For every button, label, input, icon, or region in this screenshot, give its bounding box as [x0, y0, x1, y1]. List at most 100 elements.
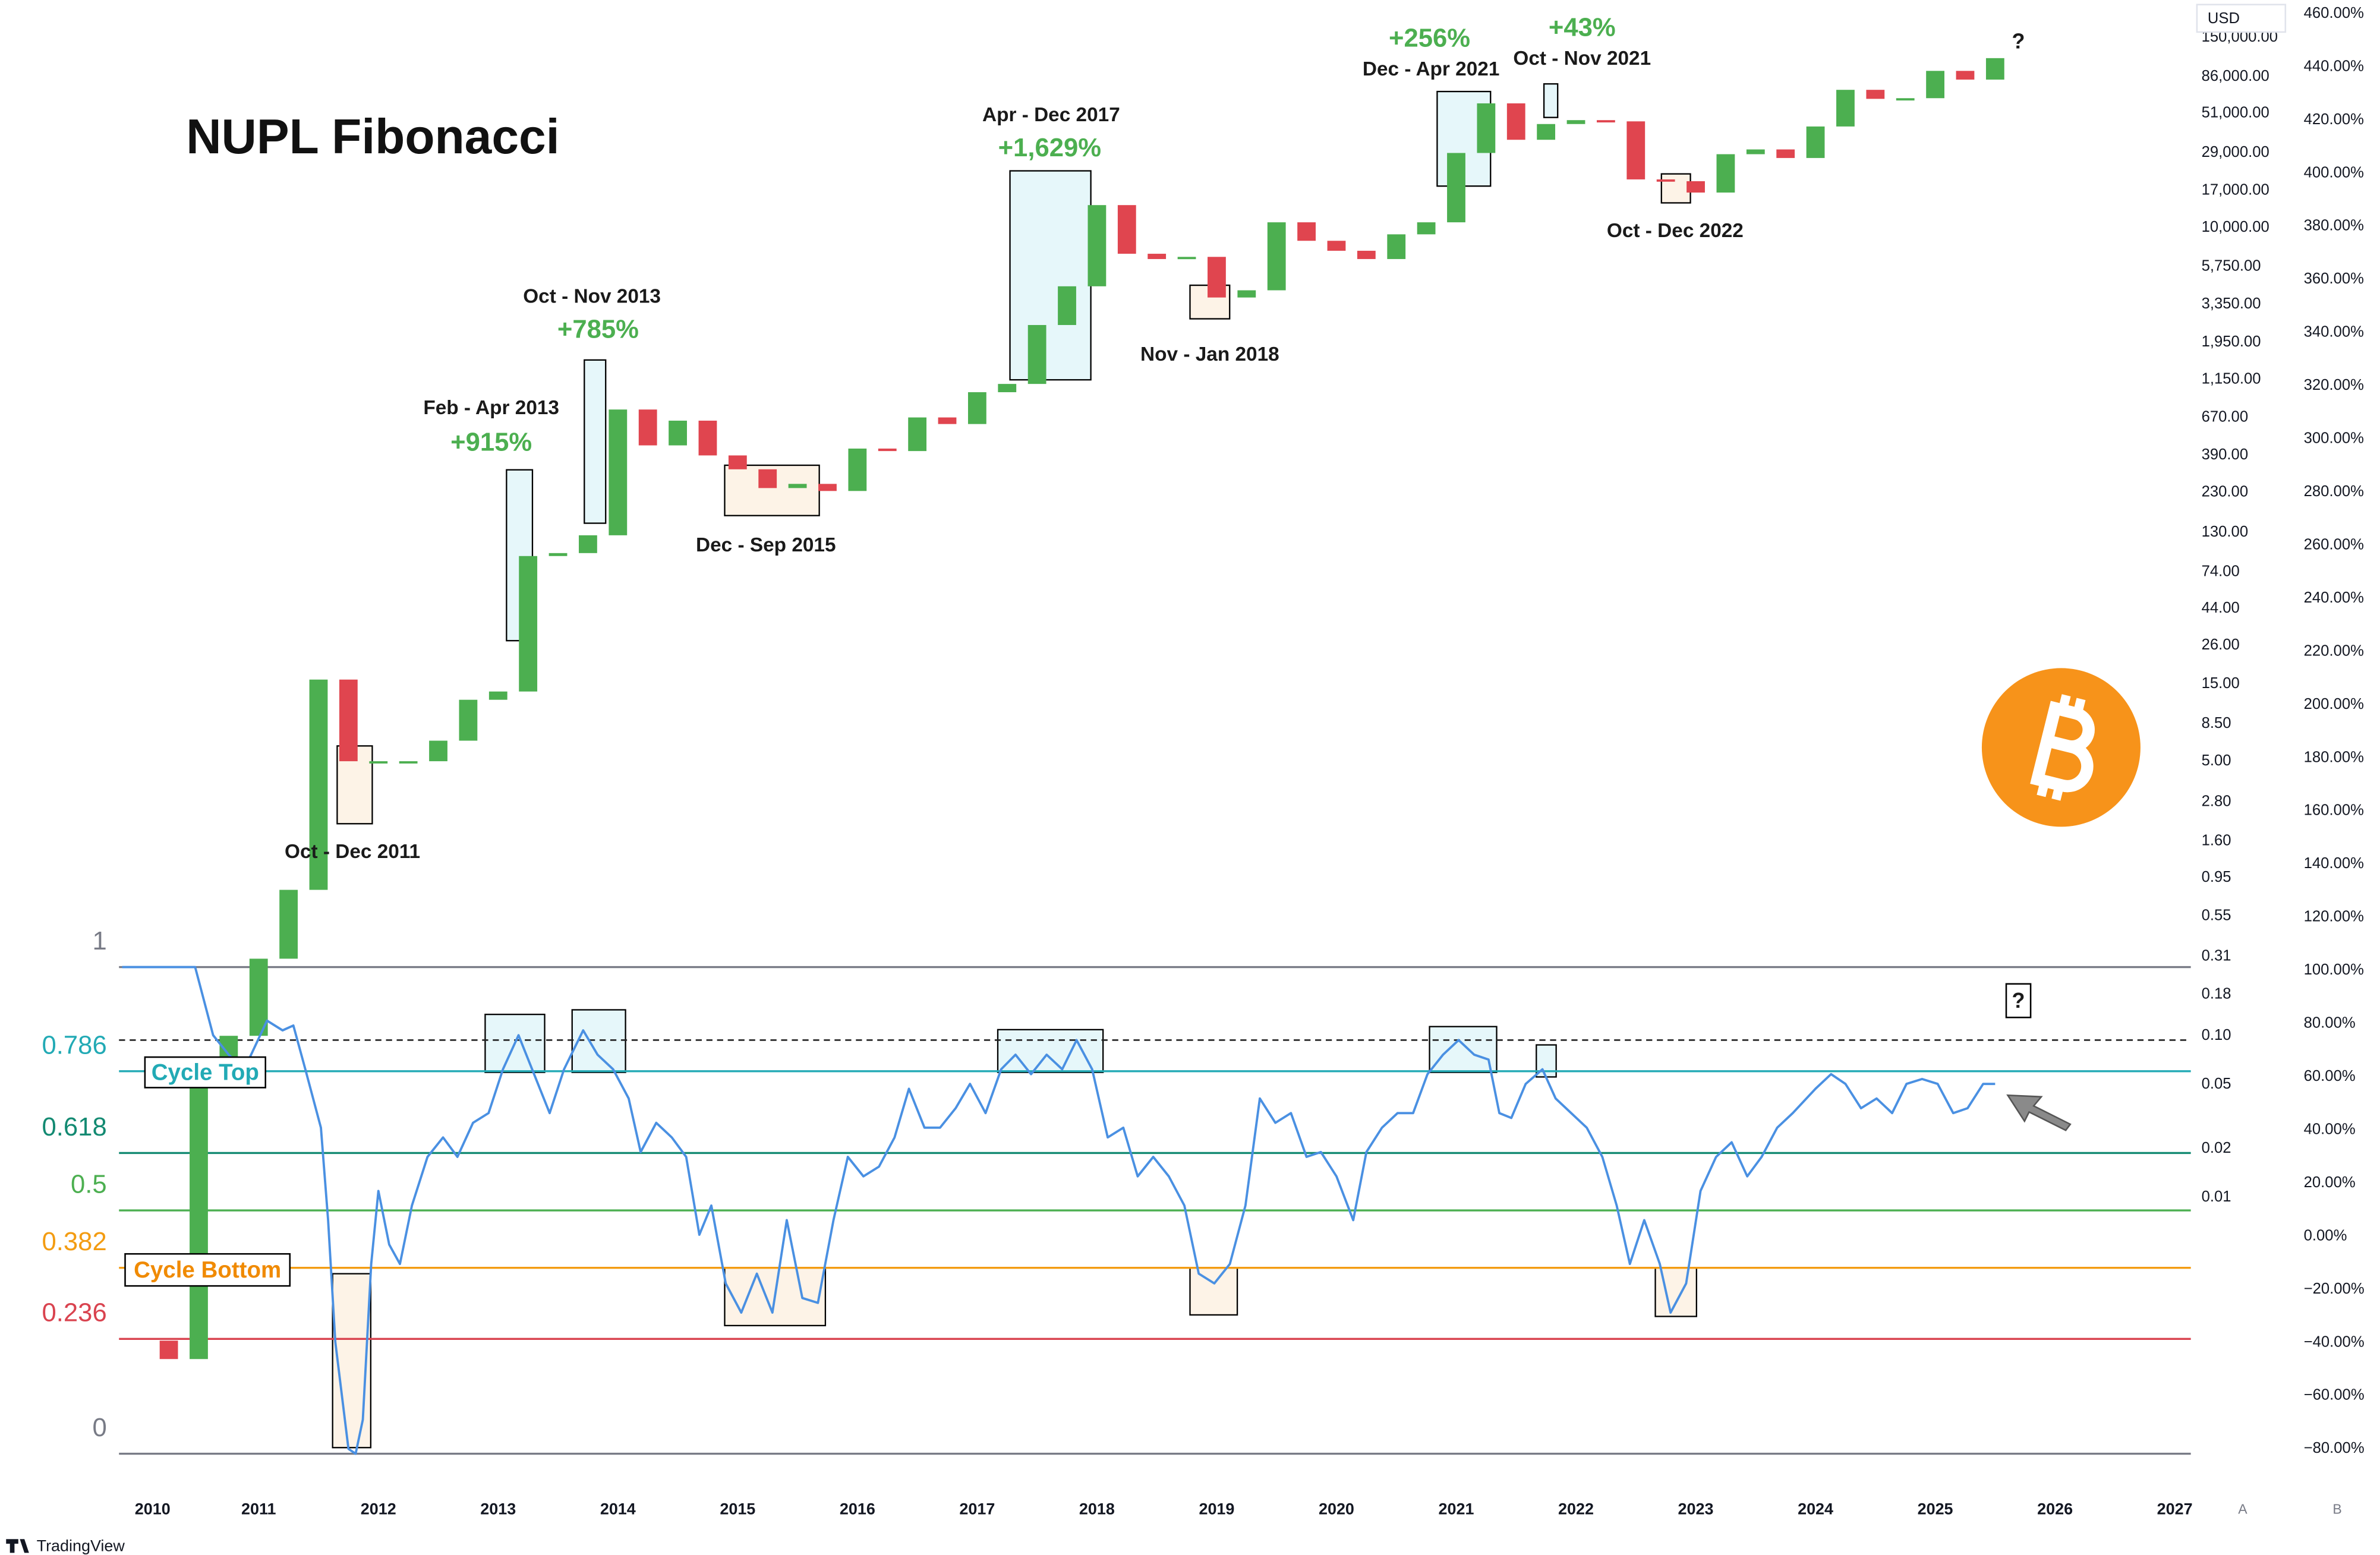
annotation: +43% [1549, 12, 1616, 42]
candle [669, 420, 687, 446]
highlight-box [1543, 83, 1559, 118]
y2-tick-label: 180.00% [2304, 749, 2364, 765]
y-tick-label: 15.00 [2202, 675, 2240, 692]
y2-tick-label: 200.00% [2304, 696, 2364, 712]
annotation: +785% [557, 315, 639, 344]
x-tick-label: 2024 [1798, 1500, 1833, 1518]
nupl-line [122, 966, 1996, 1455]
logo-b [2030, 701, 2095, 793]
candle [1506, 103, 1525, 140]
bitcoin-logo [1981, 668, 2141, 827]
candle [579, 535, 597, 553]
candle [339, 679, 358, 762]
candle [998, 384, 1017, 393]
zone-label: Cycle Bottom [134, 1257, 281, 1283]
logo-glyph [2030, 694, 2095, 801]
y-tick-label: 1.60 [2202, 832, 2231, 849]
candle [1896, 98, 1915, 101]
candle [1566, 120, 1585, 124]
candle [1687, 181, 1705, 193]
highlight-boxes [332, 83, 1698, 1449]
y-tick-label: 8.50 [2202, 715, 2231, 731]
x-tick-label: 2017 [959, 1500, 995, 1518]
candle [1387, 234, 1406, 259]
nupl-line [122, 966, 1996, 1455]
y2-tick-label: 300.00% [2304, 430, 2364, 447]
level-label: 0.5 [71, 1170, 107, 1199]
candle [1148, 254, 1167, 259]
y-tick-label: 3,350.00 [2202, 295, 2261, 312]
candle [1776, 149, 1795, 158]
candle [1626, 121, 1645, 179]
candle [1716, 154, 1735, 193]
y-tick-label: 0.55 [2202, 907, 2231, 924]
annotation: +256% [1389, 23, 1470, 52]
y2-tick-label: −40.00% [2304, 1333, 2365, 1350]
highlight-box [724, 464, 820, 516]
x-tick-label: 2020 [1319, 1500, 1354, 1518]
axis-button[interactable]: B [2332, 1502, 2341, 1517]
y2-tick-label: 0.00% [2304, 1227, 2347, 1244]
annotation: ? [2012, 988, 2025, 1013]
annotation: Nov - Jan 2018 [1140, 343, 1279, 365]
candle [908, 417, 927, 452]
annotation: Dec - Apr 2021 [1363, 58, 1500, 80]
candle [1477, 103, 1496, 153]
x-tick-label: 2018 [1079, 1500, 1115, 1518]
y-tick-label: 1,950.00 [2202, 333, 2261, 350]
fib-levels [119, 966, 2191, 1455]
level-label: 0.382 [42, 1227, 107, 1256]
x-tick-label: 2021 [1439, 1500, 1474, 1518]
candle [1956, 71, 1975, 80]
candle [1208, 257, 1226, 298]
y-tick-label: 130.00 [2202, 523, 2248, 540]
question-box [2005, 983, 2032, 1018]
chart-title: NUPL Fibonacci [186, 110, 559, 164]
y2-tick-label: 280.00% [2304, 483, 2364, 500]
candle [1058, 286, 1076, 325]
y-tick-label: 44.00 [2202, 600, 2240, 616]
y-tick-label: 0.02 [2202, 1140, 2231, 1156]
currency-box [2196, 4, 2287, 33]
candle [369, 761, 388, 764]
y2-tick-label: 380.00% [2304, 217, 2364, 234]
candle [190, 1084, 208, 1360]
x-tick-label: 2026 [2037, 1500, 2073, 1518]
y2-tick-label: −80.00% [2304, 1440, 2365, 1456]
candle [1357, 251, 1376, 259]
candle [788, 484, 807, 488]
candle [758, 469, 777, 488]
candle [459, 699, 478, 741]
highlight-box [1660, 173, 1691, 204]
level-label: 0.236 [42, 1298, 107, 1327]
level-label: 0.786 [42, 1030, 107, 1059]
logo-bars [2037, 694, 2086, 801]
zone-label-box [144, 1056, 266, 1089]
y2-tick-label: 100.00% [2304, 961, 2364, 978]
candle [1327, 241, 1346, 251]
level-label: 0.618 [42, 1112, 107, 1141]
y-tick-label: 86,000.00 [2202, 68, 2269, 84]
candle [1087, 205, 1107, 286]
candle [1926, 71, 1945, 99]
candle [1985, 58, 2004, 80]
y-tick-label: 0.05 [2202, 1075, 2231, 1092]
x-tick-label: 2025 [1918, 1500, 1953, 1518]
candle [1866, 90, 1885, 99]
y2-tick-label: 140.00% [2304, 855, 2364, 872]
y-tick-label: 670.00 [2202, 408, 2248, 425]
y2-tick-label: −20.00% [2304, 1280, 2365, 1297]
annotation: Apr - Dec 2017 [982, 104, 1120, 126]
annotation: Feb - Apr 2013 [423, 397, 559, 419]
axis-button[interactable]: A [2238, 1502, 2247, 1517]
candle [698, 420, 717, 456]
y2-tick-label: 60.00% [2304, 1068, 2356, 1084]
y2-tick-label: 220.00% [2304, 642, 2364, 659]
y-tick-label: 51,000.00 [2202, 105, 2269, 121]
y-tick-label: 0.31 [2202, 947, 2231, 964]
highlight-box [584, 359, 607, 524]
annotation: +1,629% [998, 133, 1101, 162]
highlight-box [1429, 1026, 1498, 1073]
